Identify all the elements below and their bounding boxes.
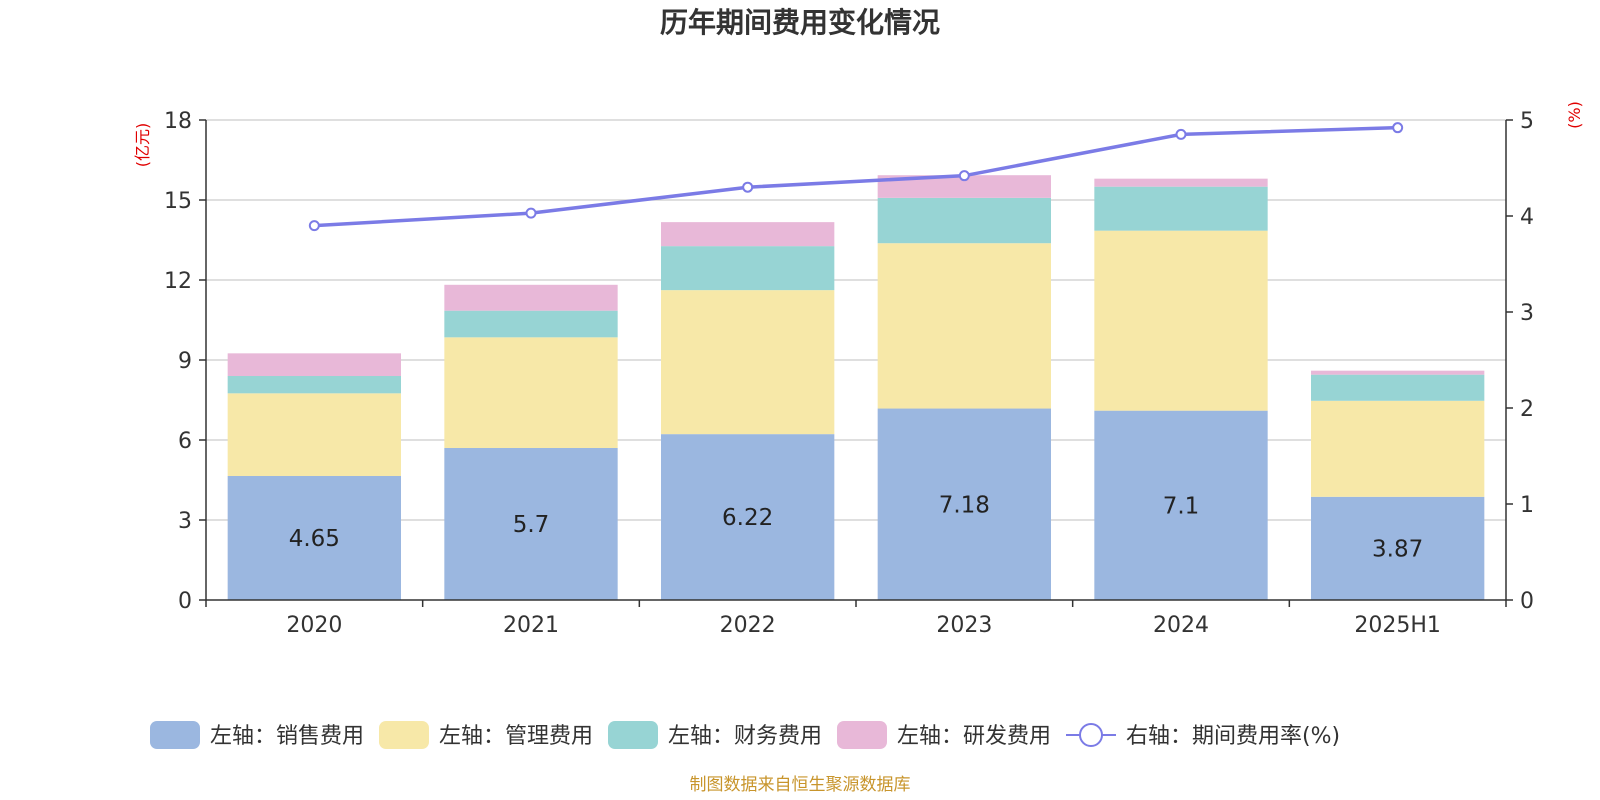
right-tick-label: 4 (1520, 205, 1534, 230)
legend-item[interactable]: 左轴：销售费用 (150, 721, 364, 749)
rate-point (742, 181, 754, 193)
right-tick-label: 5 (1520, 109, 1534, 134)
bar-segment (661, 434, 835, 600)
legend-swatch (837, 721, 887, 749)
bar-segment (1311, 400, 1485, 497)
legend-label: 左轴：管理费用 (439, 724, 593, 749)
left-tick-label: 12 (164, 269, 192, 294)
bar-segment (877, 243, 1051, 409)
bar-segment (661, 246, 835, 291)
rate-point (958, 170, 970, 182)
bar-value-label: 3.87 (1372, 536, 1423, 562)
x-tick-label: 2025H1 (1354, 613, 1441, 638)
bar-segment (1094, 410, 1268, 600)
bar-segment (1311, 374, 1485, 401)
right-axis-unit: (%) (1565, 101, 1584, 129)
legend[interactable]: 左轴：销售费用 左轴：管理费用 左轴：财务费用 左轴：研发费用 右轴：期间费用率(%) (150, 721, 1340, 749)
legend-item[interactable]: 左轴：研发费用 (837, 721, 1051, 749)
bar-segment (661, 222, 835, 247)
legend-label: 左轴：研发费用 (897, 724, 1051, 749)
bar-segment (1094, 230, 1268, 411)
right-tick-label: 2 (1520, 397, 1534, 422)
legend-item[interactable]: 左轴：管理费用 (379, 721, 593, 749)
legend-marker (1079, 723, 1103, 747)
legend-label: 左轴：财务费用 (668, 724, 822, 749)
left-tick-label: 15 (164, 189, 192, 214)
bar-labels: 4.65 5.7 6.22 7.18 7.1 3.87 (289, 492, 1424, 562)
legend-item[interactable]: 右轴：期间费用率(%) (1066, 723, 1340, 749)
bar-value-label: 7.1 (1163, 493, 1200, 519)
bar-segment (1094, 178, 1268, 187)
bar-segment (444, 310, 618, 338)
bar-segment (227, 353, 401, 376)
left-tick-label: 9 (178, 349, 192, 374)
chart-title: 历年期间费用变化情况 (660, 6, 940, 39)
left-tick-label: 6 (178, 429, 192, 454)
rate-point (308, 220, 320, 232)
bar-segment (444, 337, 618, 448)
bar-segment (227, 393, 401, 476)
bar-segment (444, 284, 618, 311)
right-tick-label: 3 (1520, 301, 1534, 326)
rate-point (525, 207, 537, 219)
bar-segment (227, 376, 401, 394)
bar-segment (444, 448, 618, 600)
source-note: 制图数据来自恒生聚源数据库 (690, 775, 911, 795)
x-tick-label: 2021 (503, 613, 559, 638)
bar-value-label: 6.22 (722, 505, 773, 531)
legend-label: 右轴：期间费用率(%) (1126, 724, 1340, 749)
x-tick-label: 2023 (936, 613, 992, 638)
legend-item[interactable]: 左轴：财务费用 (608, 721, 822, 749)
left-tick-label: 0 (178, 589, 192, 614)
legend-swatch (379, 721, 429, 749)
right-tick-label: 0 (1520, 589, 1534, 614)
bar-segment (877, 175, 1051, 198)
rate-point (1175, 128, 1187, 140)
bar-segment (1094, 186, 1268, 231)
x-tick-label: 2020 (286, 613, 342, 638)
right-tick-label: 1 (1520, 493, 1534, 518)
bar-segment (227, 476, 401, 600)
bar-segment (877, 408, 1051, 600)
bars (227, 175, 1485, 600)
bar-value-label: 5.7 (513, 512, 550, 538)
bar-segment (877, 197, 1051, 244)
rate-line-path (314, 125, 1398, 228)
rate-line (308, 122, 1404, 232)
grid (206, 119, 1506, 521)
left-axis-unit: (亿元) (133, 123, 152, 168)
bar-segment (1311, 370, 1485, 375)
legend-label: 左轴：销售费用 (210, 724, 364, 749)
bar-value-label: 4.65 (289, 526, 340, 552)
x-tick-label: 2022 (720, 613, 776, 638)
legend-swatch (150, 721, 200, 749)
left-tick-label: 3 (178, 509, 192, 534)
left-tick-label: 18 (164, 109, 192, 134)
rate-point (1392, 122, 1404, 134)
x-tick-label: 2024 (1153, 613, 1209, 638)
bar-segment (661, 290, 835, 435)
legend-swatch (608, 721, 658, 749)
bar-value-label: 7.18 (939, 492, 990, 518)
bar-segment (1311, 496, 1485, 600)
